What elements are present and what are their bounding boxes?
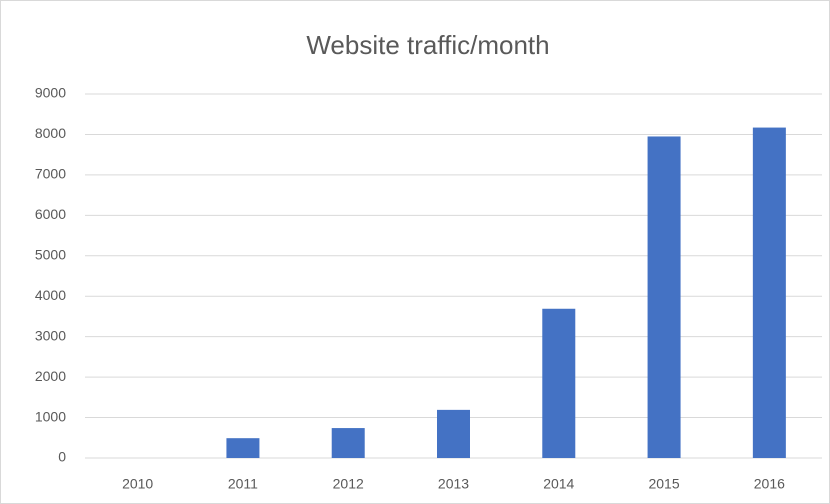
x-tick-label: 2016 [754,476,785,492]
bar [226,438,260,458]
y-tick-label: 2000 [35,368,66,384]
y-tick-label: 5000 [35,246,66,262]
x-tick-label: 2010 [122,476,153,492]
y-tick-label: 4000 [35,287,66,303]
y-tick-label: 8000 [35,125,66,141]
y-tick-label: 6000 [35,206,66,222]
chart-title: Website traffic/month [306,30,549,60]
bar [437,409,470,458]
y-tick-label: 9000 [35,85,66,101]
x-tick-label: 2011 [228,476,258,492]
x-tick-label: 2015 [648,476,679,492]
x-tick-label: 2013 [438,476,469,492]
y-tick-label: 7000 [35,166,66,182]
x-tick-label: 2012 [333,476,364,492]
y-tick-label: 1000 [35,408,66,424]
bar [331,428,365,458]
y-tick-label: 3000 [35,327,66,343]
bar [647,136,681,458]
bar [752,127,786,459]
x-tick-label: 2014 [543,476,574,492]
bar [542,308,576,458]
y-tick-label: 0 [58,449,66,465]
